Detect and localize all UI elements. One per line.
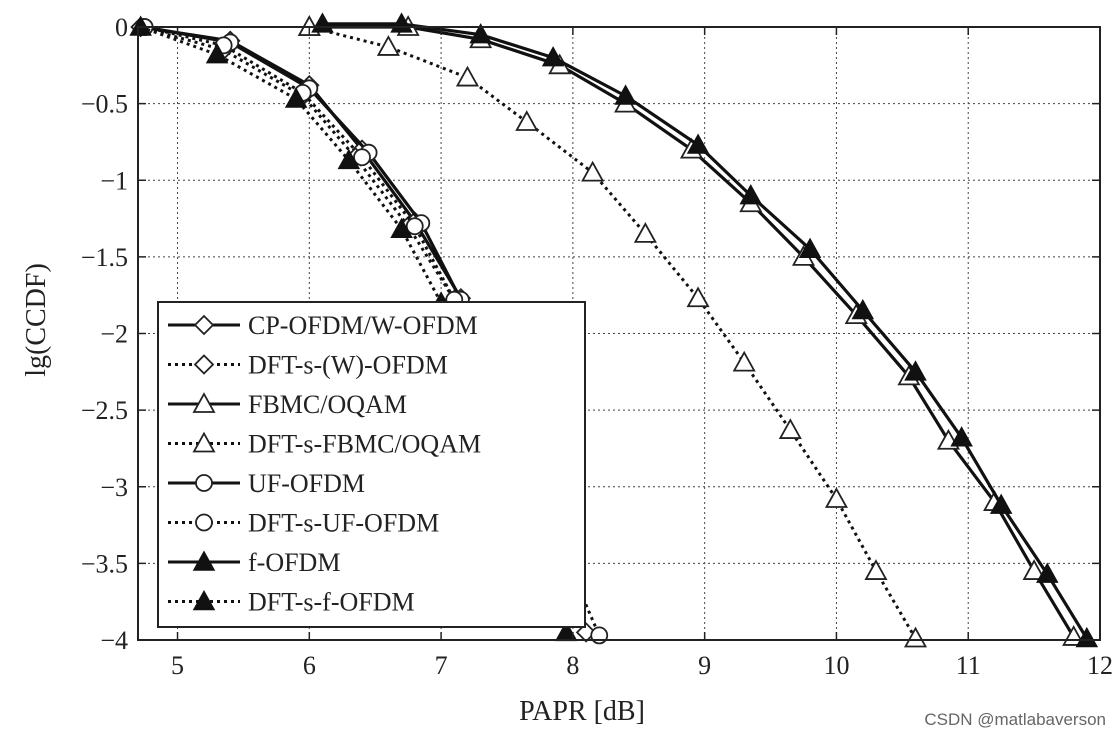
x-tick-label: 5 xyxy=(171,651,184,680)
y-tick-label: 0 xyxy=(115,13,128,42)
legend-marker xyxy=(192,392,216,413)
legend-label: DFT-s-(W)-OFDM xyxy=(248,351,448,380)
legend-entry: DFT-s-UF-OFDM xyxy=(168,509,439,538)
x-axis-title: PAPR [dB] xyxy=(519,696,645,727)
data-point xyxy=(778,418,802,439)
data-point xyxy=(798,237,822,258)
x-tick-label: 8 xyxy=(566,651,579,680)
legend-marker xyxy=(193,314,215,336)
legend-entry: DFT-s-FBMC/OQAM xyxy=(168,430,481,459)
y-tick-label: −1.5 xyxy=(81,243,128,272)
y-tick-label: −3.5 xyxy=(81,549,128,578)
data-point xyxy=(614,84,637,105)
x-tick-label: 7 xyxy=(435,651,448,680)
legend-label: DFT-s-UF-OFDM xyxy=(248,509,439,538)
legend-label: f-OFDM xyxy=(248,548,340,577)
legend-entry: DFT-s-(W)-OFDM xyxy=(168,351,448,380)
data-point xyxy=(1075,626,1099,648)
data-point xyxy=(686,286,710,308)
data-point xyxy=(1022,559,1046,580)
data-point xyxy=(337,148,361,170)
y-tick-label: −3 xyxy=(100,473,128,502)
data-point xyxy=(469,23,492,44)
data-point xyxy=(376,35,400,56)
data-point xyxy=(824,487,848,508)
legend-label: DFT-s-FBMC/OQAM xyxy=(248,430,481,459)
data-point xyxy=(541,46,565,67)
data-point xyxy=(851,298,875,320)
data-point xyxy=(1036,562,1059,583)
legend-marker xyxy=(192,589,216,611)
legend-label: UF-OFDM xyxy=(248,469,365,498)
series-line xyxy=(309,25,1075,638)
x-tick-label: 9 xyxy=(698,651,711,680)
data-point xyxy=(686,133,710,154)
legend-label: CP-OFDM/W-OFDM xyxy=(248,311,478,340)
series-line xyxy=(140,25,456,301)
data-point xyxy=(581,160,605,182)
data-point xyxy=(205,43,229,64)
series-line xyxy=(144,25,463,301)
x-tick-label: 11 xyxy=(956,651,981,680)
legend: CP-OFDM/W-OFDM DFT-s-(W)-OFDM FBMC/OQAM DFT… xyxy=(157,301,586,628)
legend-label: FBMC/OQAM xyxy=(248,390,407,419)
legend-marker xyxy=(195,474,213,492)
data-point xyxy=(284,87,308,108)
legend-entry: f-OFDM xyxy=(168,548,340,577)
data-point xyxy=(864,559,888,580)
data-point xyxy=(515,110,539,131)
legend-marker xyxy=(192,550,216,571)
data-point xyxy=(455,65,479,87)
y-tick-label: −0.5 xyxy=(81,90,128,119)
legend-entry: UF-OFDM xyxy=(168,469,365,498)
legend-label: DFT-s-f-OFDM xyxy=(248,588,415,617)
y-tick-label: −1 xyxy=(100,166,128,195)
legend-entry: CP-OFDM/W-OFDM xyxy=(168,311,478,340)
y-tick-label: −2.5 xyxy=(81,396,128,425)
data-point xyxy=(904,360,927,381)
legend-entry: DFT-s-f-OFDM xyxy=(168,588,415,617)
x-tick-label: 10 xyxy=(823,651,849,680)
x-tick-label: 12 xyxy=(1087,651,1113,680)
axis-ticks: 5 6 7 8 9 10 11 12 0 −0.5 −1 −1.5 −2 −2.5 −3 −3.5 −4 xyxy=(81,13,1113,680)
y-axis-title: lg(CCDF) xyxy=(21,263,52,377)
legend-box xyxy=(157,301,586,628)
data-point xyxy=(633,222,657,243)
data-point xyxy=(739,184,763,205)
data-point xyxy=(903,626,928,648)
x-tick-label: 6 xyxy=(303,651,316,680)
series-1 xyxy=(130,16,465,311)
data-point xyxy=(732,350,756,372)
legend-marker xyxy=(192,431,216,453)
data-point xyxy=(405,217,424,236)
legend-entry: FBMC/OQAM xyxy=(168,390,407,419)
watermark: CSDN @matlabaverson xyxy=(924,710,1106,729)
y-tick-label: −2 xyxy=(100,320,128,349)
legend-marker xyxy=(195,513,213,532)
data-point xyxy=(353,148,371,167)
legend-marker xyxy=(193,354,215,375)
series-line xyxy=(322,22,1089,640)
data-point xyxy=(390,217,413,239)
data-point xyxy=(950,426,973,447)
series-3 xyxy=(297,15,928,648)
data-point xyxy=(989,493,1013,514)
y-tick-label: −4 xyxy=(100,626,128,655)
data-point xyxy=(590,626,609,645)
